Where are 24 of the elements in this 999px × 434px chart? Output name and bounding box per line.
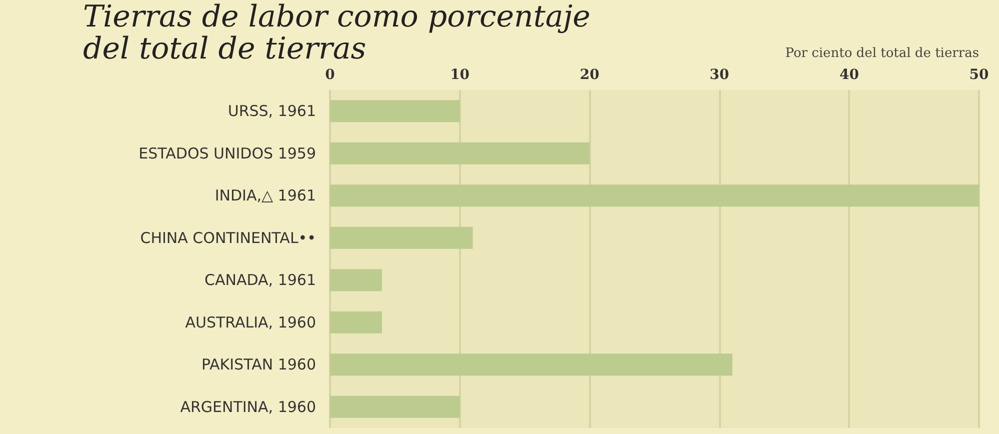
x-tick-label: 0 (325, 67, 336, 83)
bar (330, 226, 473, 249)
bar (330, 184, 979, 207)
x-axis-title: Por ciento del total de tierras (785, 46, 979, 61)
y-tick-label: CANADA, 1961 (204, 271, 316, 290)
y-tick-label: ESTADOS UNIDOS 1959 (138, 144, 316, 162)
bar (330, 311, 382, 334)
x-tick-label: 30 (710, 67, 730, 83)
bar (330, 100, 460, 122)
bar (330, 142, 590, 164)
bar (330, 354, 732, 376)
x-tick-label: 10 (450, 67, 470, 83)
y-tick-label: ARGENTINA, 1960 (180, 398, 316, 416)
x-tick-label: 50 (969, 67, 989, 83)
y-tick-label: URSS, 1961 (228, 102, 316, 120)
bar (330, 269, 382, 292)
y-tick-label: PAKISTAN 1960 (201, 356, 316, 374)
y-tick-label: CHINA CONTINENTAL•• (140, 228, 316, 247)
x-tick-label: 20 (580, 67, 600, 83)
y-tick-label: INDIA,△ 1961 (214, 186, 316, 205)
bar (330, 396, 460, 418)
chart-title: Tierras de labor como porcentaje del total de tierras (83, 0, 590, 66)
y-tick-label: AUSTRALIA, 1960 (185, 313, 316, 332)
x-tick-label: 40 (839, 67, 860, 83)
